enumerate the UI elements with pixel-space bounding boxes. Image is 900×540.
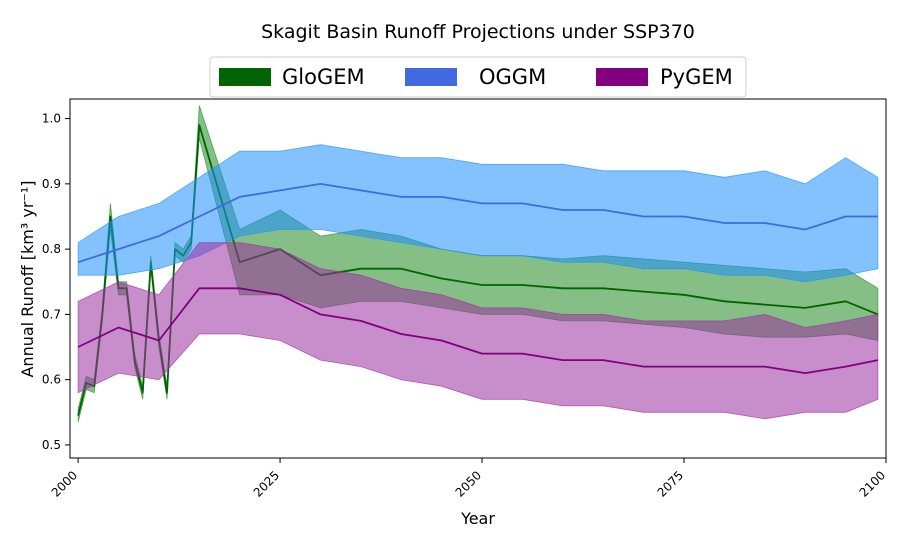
y-tick-label: 0.9 (42, 177, 61, 191)
series-band-pygem (77, 242, 879, 420)
y-tick-label: 1.0 (42, 112, 61, 126)
legend-swatch-glogem (219, 68, 271, 86)
x-axis-label: Year (460, 509, 495, 528)
legend: GloGEM OGGM PyGEM (209, 56, 747, 98)
series-layer (77, 105, 879, 423)
x-tick-label: 2075 (655, 468, 686, 499)
y-tick-label: 0.7 (42, 307, 61, 321)
plot-frame (69, 98, 887, 459)
x-tick-label: 2000 (49, 468, 80, 499)
y-axis: 0.5 0.6 0.7 0.8 0.9 1.0 (42, 112, 70, 452)
y-axis-label: Annual Runoff [km³ yr⁻¹] (18, 180, 37, 377)
x-axis: 2000 2025 2050 2075 2100 (49, 458, 888, 500)
legend-label-oggm: OGGM (479, 65, 546, 89)
legend-label-pygem: PyGEM (660, 65, 733, 89)
series-band-oggm (77, 144, 879, 283)
x-tick-label: 2050 (453, 468, 484, 499)
series-line-pygem (77, 287, 879, 375)
chart-title: Skagit Basin Runoff Projections under SS… (261, 21, 695, 43)
legend-swatch-oggm (405, 68, 457, 86)
series-line-oggm (77, 182, 878, 264)
x-tick-label: 2025 (251, 468, 282, 499)
legend-label-glogem: GloGEM (282, 65, 365, 89)
y-tick-label: 0.8 (42, 242, 61, 256)
plot-area (69, 98, 887, 459)
legend-swatch-pygem (596, 68, 648, 86)
x-tick-label: 2100 (857, 468, 888, 499)
y-tick-label: 0.6 (42, 373, 61, 387)
y-tick-label: 0.5 (42, 438, 61, 452)
legend-frame (209, 56, 747, 98)
